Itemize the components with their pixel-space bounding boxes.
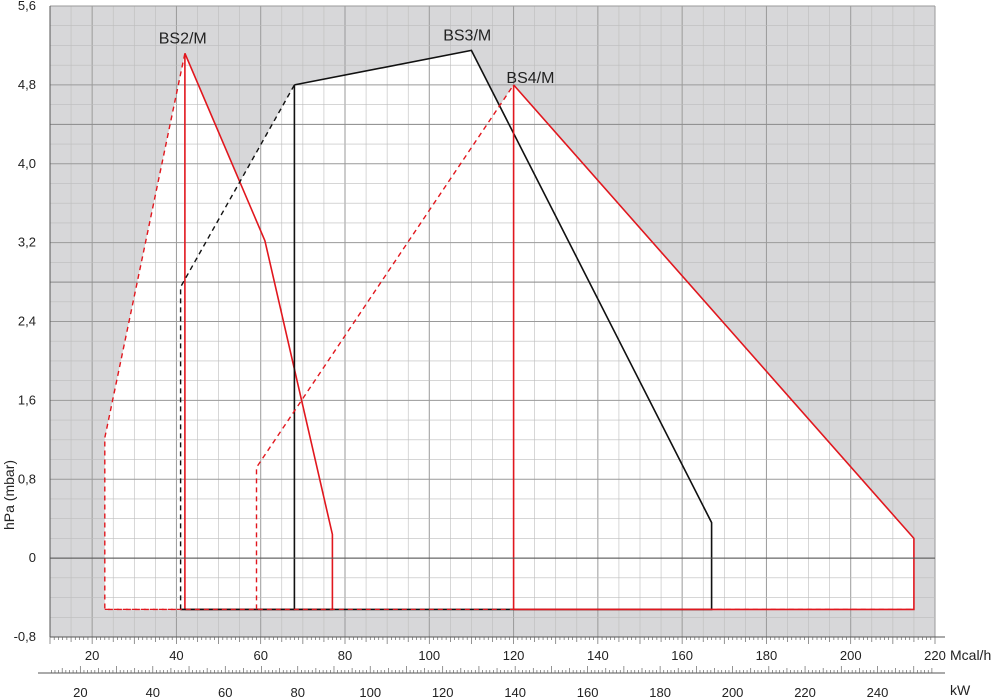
- x-tick-label: 60: [253, 648, 267, 663]
- y-tick-label: 3,2: [18, 235, 36, 250]
- y-tick-label: 0: [29, 550, 36, 565]
- kw-tick-label: 220: [794, 685, 816, 699]
- x-tick-label: 200: [840, 648, 862, 663]
- x-tick-label: 220: [924, 648, 946, 663]
- y-tick-label: 1,6: [18, 392, 36, 407]
- kw-tick-label: 200: [722, 685, 744, 699]
- y-tick-label: 0,8: [18, 471, 36, 486]
- kw-tick-label: 40: [146, 685, 160, 699]
- x-tick-label: 140: [587, 648, 609, 663]
- y-tick-label: 4,8: [18, 77, 36, 92]
- x-axis-label-mcal: Mcal/h: [950, 647, 991, 663]
- kw-tick-label: 180: [649, 685, 671, 699]
- axes: [38, 6, 945, 674]
- series-lines: BS2/M BS3/M BS4/M: [104, 28, 915, 611]
- bs3-m-solid-line: [293, 49, 713, 611]
- kw-tick-label: 100: [359, 685, 381, 699]
- x-tick-label: 180: [756, 648, 778, 663]
- x-tick-label: 40: [169, 648, 183, 663]
- bs3-m-dashed-line: [179, 84, 296, 610]
- field-fill-bs4-m: [256, 84, 914, 610]
- kw-tick-label: 60: [218, 685, 232, 699]
- bs4-m-dashed-line: [255, 84, 515, 610]
- y-tick-label: 2,4: [18, 314, 36, 329]
- kw-tick-label: 120: [432, 685, 454, 699]
- series-bs4-m: BS4/M: [255, 70, 915, 611]
- tick-labels: 20 40 60 80 100 120 140 160 180 200 220 20 40 60 80 100…: [14, 0, 946, 699]
- y-axis-label: hPa (mbar): [1, 460, 17, 530]
- kw-tick-label: 20: [73, 685, 87, 699]
- bs4-m-outline: [513, 84, 915, 611]
- x-tick-label: 160: [671, 648, 693, 663]
- x-tick-label: 80: [338, 648, 352, 663]
- y-tick-label: 5,6: [18, 0, 36, 13]
- y-tick-label: 4,0: [18, 156, 36, 171]
- bs2-m-label: BS2/M: [159, 30, 207, 47]
- y-tick-label: -0,8: [14, 629, 36, 644]
- x-tick-label: 120: [503, 648, 525, 663]
- kw-tick-label: 240: [867, 685, 889, 699]
- kw-tick-label: 140: [504, 685, 526, 699]
- bs4-m-label: BS4/M: [506, 70, 554, 87]
- bs3-m-label: BS3/M: [443, 28, 491, 45]
- kw-tick-label: 80: [291, 685, 305, 699]
- x-axis-label-kw: kW: [950, 682, 971, 698]
- x-tick-label: 100: [418, 648, 440, 663]
- x-tick-label: 20: [85, 648, 99, 663]
- kw-tick-label: 160: [577, 685, 599, 699]
